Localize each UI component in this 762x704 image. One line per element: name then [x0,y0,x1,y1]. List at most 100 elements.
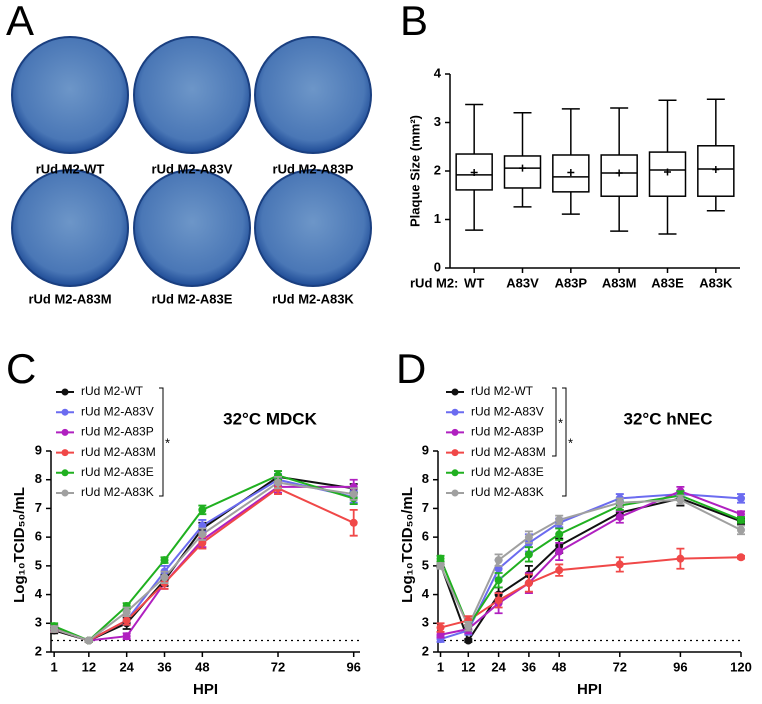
y-tick-label: 3 [35,615,42,630]
legend-marker [451,388,459,396]
bracket [159,387,164,497]
y-tick-label: 2 [422,643,429,658]
panel-letter: B [400,0,428,44]
x-tick-label: A83E [651,275,684,290]
plate-label: rUd M2-A83E [152,291,233,306]
point [737,553,745,562]
bracket [562,387,567,497]
mean-marker [712,166,720,174]
series-line [439,494,742,629]
y-tick-label: 7 [422,500,429,515]
mean-marker [615,169,623,177]
legend-marker [61,469,69,477]
point [464,636,473,645]
y-tick-label: 9 [422,442,429,457]
legend-label: rUd M2-A83E [471,465,544,479]
x-tick-label: 120 [730,659,752,674]
x-tick-label: 48 [552,659,566,674]
chart-title: 32°C MDCK [223,409,317,428]
legend-marker [451,469,459,477]
y-axis-label: Plaque Size (mm²) [407,115,422,227]
plate [133,169,251,287]
plate-label: rUd M2-WT [36,161,105,176]
plate [133,36,251,154]
plate-label: rUd M2-A83M [28,291,111,306]
panel-letter: A [6,0,34,44]
point [737,515,745,524]
x-tick-label: 36 [157,659,171,674]
x-tick-label: WT [464,275,484,290]
y-tick-label: 8 [35,471,42,486]
point [274,478,283,487]
x-axis-label: HPI [577,681,602,698]
y-tick-label: 2 [434,162,441,177]
point [494,596,503,605]
point [615,560,624,569]
y-tick-label: 5 [422,557,429,572]
point [494,576,503,585]
series-line [439,498,742,629]
x-tick-label: 24 [119,659,134,674]
point [737,494,745,503]
legend-marker [61,449,69,457]
plate [254,36,372,154]
series-line [440,556,742,629]
y-axis-label: Log₁₀TCID₅₀/mL [11,487,28,603]
point [436,623,445,632]
legend-label: rUd M2-A83E [81,465,154,479]
point [494,556,503,565]
series-line [53,474,354,642]
point [524,550,533,559]
point [84,636,93,645]
x-tick-label: 12 [461,659,475,674]
y-tick-label: 9 [35,442,42,457]
x-tick-label: 12 [82,659,96,674]
point [436,561,445,570]
point [676,495,685,504]
legend-label: rUd M2-A83P [471,425,544,439]
legend-label: rUd M2-WT [81,384,144,398]
point [349,490,358,499]
point [737,525,745,534]
y-tick-label: 4 [434,65,442,80]
legend-marker [61,408,69,416]
x-axis-label: HPI [193,681,218,698]
y-tick-label: 4 [35,586,43,601]
point [524,533,533,542]
legend-label: rUd M2-A83K [81,485,154,499]
x-tick-label: A83M [602,275,637,290]
x-tick-label: A83K [699,275,733,290]
plate [11,36,129,154]
plates [11,36,372,287]
y-tick-label: 5 [35,557,42,572]
legend-marker [451,408,459,416]
plate-label: rUd M2-A83V [152,161,233,176]
x-tick-label: 96 [346,659,360,674]
annotation: * [558,415,563,430]
y-tick-label: 0 [434,259,441,274]
y-tick-label: 8 [422,471,429,486]
y-tick-label: 6 [422,529,429,544]
point [464,622,473,631]
legend-marker [451,428,459,436]
point [555,566,564,575]
plate [11,169,129,287]
plate-label: rUd M2-A83K [272,291,354,306]
series-line [440,490,742,636]
bracket [552,387,557,457]
panel-letter: D [396,345,426,392]
mean-marker [519,164,526,172]
x-tick-label: 1 [51,659,58,674]
legend-label: rUd M2-A83K [471,485,544,499]
x-tick-label: 72 [613,659,627,674]
legend-label: rUd M2-A83P [81,425,154,439]
legend-marker [61,428,69,436]
point [676,554,685,563]
legend-label: rUd M2-A83V [471,404,544,418]
y-tick-label: 3 [422,615,429,630]
series-line [53,478,354,642]
box [503,155,542,189]
point [555,515,564,524]
